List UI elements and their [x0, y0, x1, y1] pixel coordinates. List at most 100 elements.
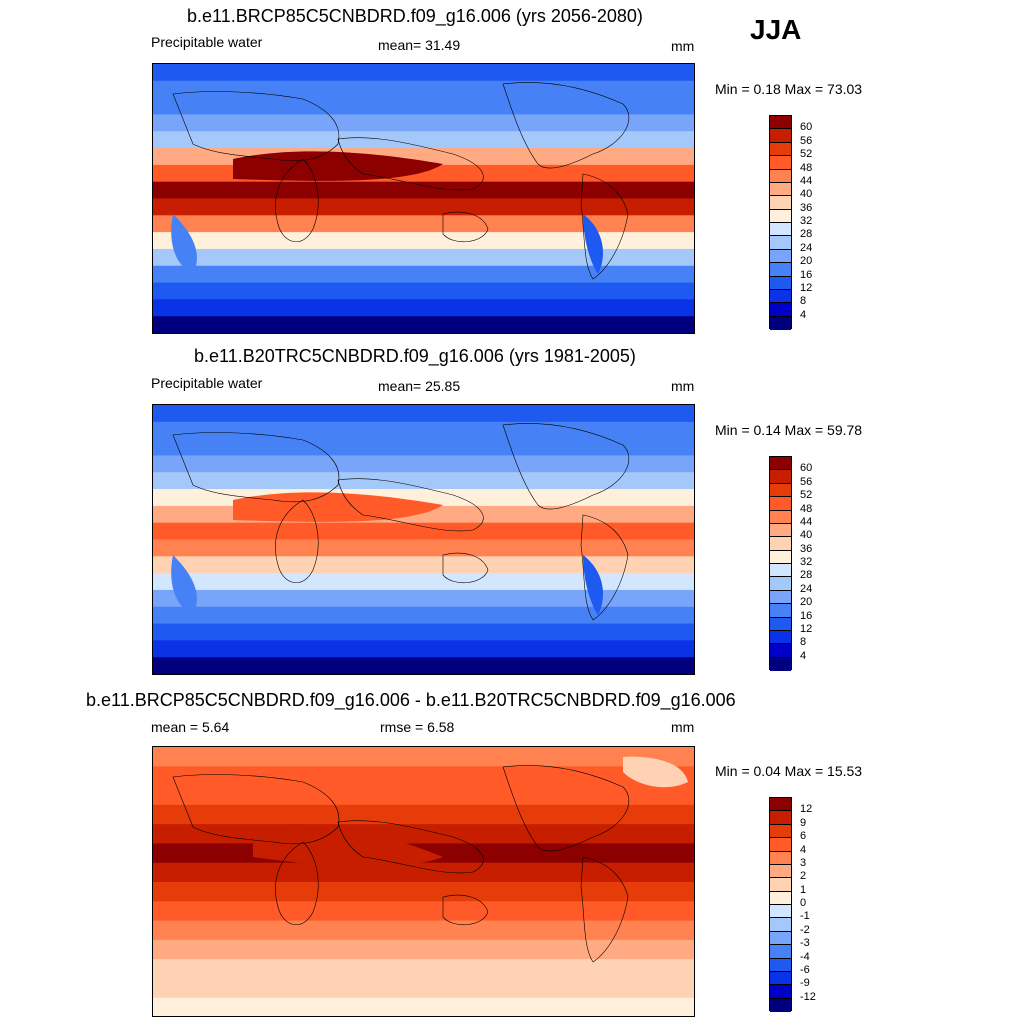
colorbar-swatch	[770, 590, 791, 605]
colorbar-tick-label: -2	[800, 923, 810, 936]
colorbar-tick-label: 24	[800, 582, 813, 595]
map-band	[153, 131, 694, 150]
map-region	[233, 492, 443, 522]
colorbar-tick-label: 16	[800, 609, 813, 622]
panel-1-colorbar	[769, 115, 792, 330]
map-region	[623, 756, 688, 788]
coastline	[172, 432, 340, 503]
colorbar-swatch	[770, 838, 791, 852]
colorbar-swatch	[770, 497, 791, 511]
colorbar-swatch	[770, 851, 791, 865]
coastline	[442, 894, 489, 925]
map-band	[153, 64, 694, 82]
coastline	[337, 137, 484, 191]
map-band	[153, 316, 694, 333]
map-band	[153, 232, 694, 250]
colorbar-tick-label: 52	[800, 489, 813, 502]
map-region	[253, 824, 443, 867]
map-band	[153, 939, 694, 961]
colorbar-swatch	[770, 289, 791, 304]
panel-3-rmse-label: rmse = 6.58	[380, 719, 455, 735]
coastline	[172, 774, 340, 845]
colorbar-tick-label: 4	[800, 649, 807, 662]
colorbar-tick-label: -6	[800, 963, 810, 976]
panel-2-variable-label: Precipitable water	[151, 375, 263, 391]
panel-2-unit-label: mm	[671, 378, 695, 394]
colorbar-swatch	[770, 483, 791, 498]
map-band	[153, 438, 694, 457]
map-band	[153, 804, 694, 826]
panel-1-unit-label: mm	[671, 38, 695, 54]
map-region	[171, 214, 197, 274]
colorbar-tick-label: 4	[800, 843, 807, 856]
colorbar-swatch	[770, 604, 791, 618]
coastline	[502, 423, 630, 510]
colorbar-swatch	[770, 263, 791, 277]
colorbar-tick-label: 9	[800, 816, 807, 829]
map-band	[153, 978, 694, 999]
colorbar-swatch	[770, 824, 791, 839]
panel-2-colorbar	[769, 456, 792, 671]
colorbar-tick-label: 2	[800, 870, 807, 883]
colorbar-swatch	[770, 918, 791, 932]
map-band	[153, 114, 694, 133]
colorbar-tick-label: 44	[800, 174, 813, 187]
colorbar-swatch	[770, 156, 791, 170]
colorbar-tick-label: 36	[800, 542, 813, 555]
map-band	[153, 522, 694, 541]
panel-1-minmax-label: Min = 0.18 Max = 73.03	[715, 81, 863, 97]
colorbar-tick-label: 28	[800, 228, 813, 241]
colorbar-swatch	[770, 196, 791, 210]
colorbar-swatch	[770, 630, 791, 645]
colorbar-tick-label: 16	[800, 268, 813, 281]
map-band	[153, 882, 694, 903]
colorbar-tick-label: 48	[800, 161, 813, 174]
colorbar-tick-label: 40	[800, 529, 813, 542]
colorbar-tick-label: 20	[800, 596, 813, 609]
colorbar-swatch	[770, 617, 791, 631]
colorbar-swatch	[770, 644, 791, 658]
coastline	[580, 514, 629, 621]
colorbar-tick-label: 12	[800, 622, 813, 635]
map-band	[153, 623, 694, 642]
panel-3-map-field	[153, 747, 694, 1016]
panel-1-title: b.e11.BRCP85C5CNBDRD.f09_g16.006 (yrs 20…	[187, 6, 643, 26]
map-band	[153, 421, 694, 440]
colorbar-tick-label: 8	[800, 636, 807, 649]
colorbar-tick-label: 60	[800, 121, 813, 134]
map-band	[153, 959, 694, 980]
panel-3-title: b.e11.BRCP85C5CNBDRD.f09_g16.006 - b.e11…	[86, 690, 736, 710]
colorbar-tick-label: 44	[800, 515, 813, 528]
panel-3-colorbar	[769, 797, 792, 1012]
map-band	[153, 785, 694, 806]
colorbar-swatch	[770, 510, 791, 524]
panel-2-map	[152, 404, 695, 675]
map-band	[153, 539, 694, 558]
map-band	[153, 299, 694, 318]
map-region	[233, 151, 443, 181]
coastline	[275, 841, 319, 925]
colorbar-tick-label: 8	[800, 295, 807, 308]
map-band	[153, 405, 694, 423]
map-band	[153, 657, 694, 674]
panel-2-map-field	[153, 405, 694, 674]
colorbar-tick-label: 56	[800, 134, 813, 147]
coastline	[275, 158, 319, 242]
colorbar-swatch	[770, 958, 791, 972]
map-band	[153, 265, 694, 284]
colorbar-tick-label: 1	[800, 883, 807, 896]
colorbar-tick-label: 32	[800, 215, 813, 227]
coastline	[502, 765, 630, 852]
map-band	[153, 901, 694, 922]
colorbar-swatch	[770, 470, 791, 484]
map-region	[583, 214, 603, 274]
map-band	[153, 248, 694, 267]
panel-1-mean-label: mean= 31.49	[378, 37, 461, 53]
coastline	[275, 499, 319, 583]
panel-2-minmax-label: Min = 0.14 Max = 59.78	[715, 422, 863, 438]
coastline	[502, 82, 630, 169]
colorbar-swatch	[770, 577, 791, 591]
colorbar-swatch	[770, 457, 791, 471]
map-band	[153, 606, 694, 625]
colorbar-swatch	[770, 116, 791, 130]
